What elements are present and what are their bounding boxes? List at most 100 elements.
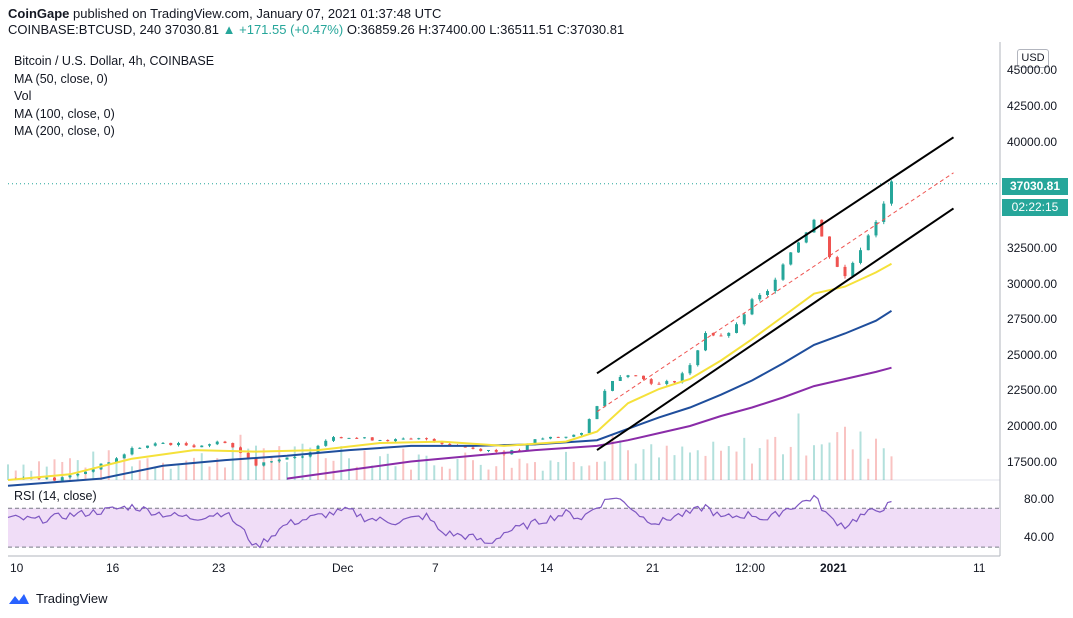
candle-body <box>293 456 297 458</box>
brand-name: TradingView <box>36 591 108 606</box>
legend-vol[interactable]: Vol <box>14 89 32 103</box>
volume-bar <box>69 458 71 480</box>
volume-bar <box>828 442 831 480</box>
volume-bar <box>557 462 560 480</box>
price-tick-label: 45000.00 <box>1007 63 1058 78</box>
volume-bar <box>503 454 505 480</box>
candle-body <box>789 252 793 265</box>
volume-bar <box>425 455 428 480</box>
candle-body <box>425 438 428 440</box>
volume-bar <box>456 458 459 480</box>
candle-body <box>138 447 142 449</box>
volume-bar <box>293 446 296 480</box>
volume-bar <box>751 463 753 480</box>
volume-bar <box>278 446 281 480</box>
candle-body <box>673 381 676 383</box>
rsi-legend[interactable]: RSI (14, close) <box>14 489 97 503</box>
tradingview-logo[interactable]: TradingView <box>8 591 108 606</box>
volume-bar <box>859 431 862 480</box>
volume-bar <box>386 453 389 480</box>
candle-body <box>184 443 188 446</box>
candle-body <box>704 333 707 351</box>
volume-bar <box>565 451 567 480</box>
volume-bar <box>224 467 226 480</box>
volume-bar <box>22 464 25 480</box>
volume-bar <box>332 460 335 480</box>
candle-body <box>634 375 638 377</box>
volume-bar <box>634 463 637 480</box>
time-tick-label: 2021 <box>820 561 847 575</box>
candle-body <box>843 266 847 277</box>
volume-bar <box>541 470 544 480</box>
candle-body <box>115 458 118 463</box>
tradingview-icon <box>9 593 29 604</box>
candle-body <box>363 437 366 439</box>
price-tick-label: 17500.00 <box>1007 454 1058 469</box>
volume-bar <box>805 455 808 480</box>
candle-body <box>820 219 824 237</box>
candle-body <box>208 444 211 446</box>
volume-bar <box>588 465 591 480</box>
candle-body <box>107 462 111 464</box>
candle-body <box>60 477 64 481</box>
ma100-line <box>7 309 893 487</box>
candle-body <box>874 221 878 236</box>
volume-bar <box>317 452 319 480</box>
price-tick-label: 42500.00 <box>1007 98 1058 113</box>
price-tick-label: 30000.00 <box>1007 276 1058 291</box>
candle-body <box>742 314 746 325</box>
legend-ma50[interactable]: MA (50, close, 0) <box>14 71 108 86</box>
volume-bar <box>231 447 234 480</box>
candle-body <box>347 437 351 439</box>
candle-body <box>549 436 552 439</box>
candle-body <box>479 448 483 451</box>
volume-bar <box>681 446 684 480</box>
rsi-tick-label: 80.00 <box>1024 491 1055 506</box>
time-tick-label: 10 <box>10 561 24 575</box>
candle-body <box>246 452 250 459</box>
volume-bar <box>689 452 691 480</box>
candle-body <box>804 232 808 243</box>
volume-bar <box>239 434 242 480</box>
candle-body <box>192 445 196 448</box>
volume-bar <box>572 461 575 480</box>
candle-body <box>262 462 266 466</box>
volume-bar <box>14 470 17 480</box>
candle-body <box>84 471 87 474</box>
volume-bar <box>208 466 211 480</box>
symbol-label: COINBASE:BTCUSD, 240 <box>8 22 162 37</box>
volume-bar <box>766 439 769 480</box>
candle-body <box>766 291 769 296</box>
legend-ma100[interactable]: MA (100, close, 0) <box>14 106 115 121</box>
candle-body <box>223 441 227 444</box>
volume-bar <box>758 448 761 480</box>
volume-bar <box>495 466 498 480</box>
candle-body <box>580 433 583 435</box>
candle-body <box>37 477 41 479</box>
volume-bar <box>38 461 40 480</box>
candle-body <box>525 443 529 451</box>
volume-bar <box>162 462 164 480</box>
candle-body <box>649 379 653 384</box>
ma200-line <box>286 366 892 480</box>
volume-bar <box>115 461 118 480</box>
legend-ma200[interactable]: MA (200, close, 0) <box>14 124 115 138</box>
volume-bar <box>743 437 746 480</box>
candle-body <box>688 365 692 374</box>
volume-bar <box>340 446 343 480</box>
volume-bar <box>216 458 219 480</box>
channel-lower-line <box>596 207 955 451</box>
volume-bar <box>642 449 645 480</box>
ma50-line <box>7 262 892 481</box>
candle-body <box>130 448 134 455</box>
volume-bar <box>286 462 288 480</box>
chart-title[interactable]: Bitcoin / U.S. Dollar, 4h, COINBASE <box>14 54 215 68</box>
candle-body <box>626 375 630 378</box>
volume-bar <box>619 440 622 480</box>
volume-bar <box>76 460 79 480</box>
candle-body <box>890 181 893 204</box>
currency-badge[interactable]: USD <box>1017 49 1049 68</box>
candle-body <box>828 236 831 258</box>
price-tick-label: 22500.00 <box>1007 383 1058 398</box>
